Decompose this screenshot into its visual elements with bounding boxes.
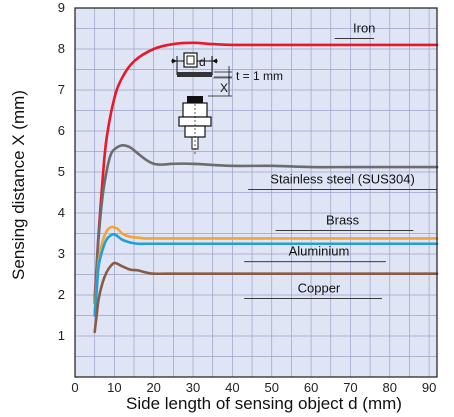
series-label-4: Copper: [298, 281, 341, 296]
y-tick-5: 5: [58, 164, 65, 179]
inset-sensor-head: [187, 96, 203, 103]
inset-sensor-cable: [191, 136, 199, 150]
horizontal-gridlines: [75, 28, 437, 357]
y-tick-2: 2: [58, 287, 65, 302]
x-tick-90: 90: [422, 380, 436, 395]
y-tick-1: 1: [58, 328, 65, 343]
x-tick-40: 40: [225, 380, 239, 395]
series-line-1: [93, 143, 439, 305]
y-axis-label: Sensing distance X (mm): [9, 90, 28, 280]
series-layer: [93, 41, 439, 334]
y-tick-7: 7: [58, 82, 65, 97]
y-tick-labels: 1 2 3 4 5 6 7 8 9: [58, 0, 65, 343]
x-tick-0: 0: [71, 380, 78, 395]
inset-d-arrowhead-right: [212, 58, 217, 64]
series-line-0: [93, 41, 439, 301]
x-tick-80: 80: [383, 380, 397, 395]
series-label-3: Aluminium: [289, 244, 350, 259]
plot-frame: [74, 7, 438, 378]
y-tick-8: 8: [58, 41, 65, 56]
y-tick-9: 9: [58, 0, 65, 15]
x-tick-70: 70: [343, 380, 357, 395]
x-tick-50: 50: [265, 380, 279, 395]
inset-d-arrowhead-left: [172, 58, 177, 64]
series-label-0: Iron: [353, 21, 375, 36]
series-line-4: [93, 261, 439, 334]
y-tick-4: 4: [58, 205, 65, 220]
sensor-diagram: d t = 1 mm X: [171, 52, 283, 155]
inset-target-square-inner: [186, 55, 195, 65]
series-line-2: [93, 225, 439, 313]
series-label-1: Stainless steel (SUS304): [270, 171, 415, 186]
x-tick-60: 60: [304, 380, 318, 395]
x-tick-30: 30: [186, 380, 200, 395]
inset-t-label: t = 1 mm: [236, 69, 283, 83]
x-tick-10: 10: [107, 380, 121, 395]
y-tick-6: 6: [58, 123, 65, 138]
x-tick-labels: 0 10 20 30 40 50 60 70 80 90: [71, 380, 436, 395]
series-line-3: [93, 232, 439, 317]
series-labels: Iron Stainless steel (SUS304) Brass Alumini…: [244, 21, 437, 299]
inset-target-plate: [177, 72, 212, 77]
y-tick-3: 3: [58, 246, 65, 261]
inset-d-label: d: [199, 55, 206, 69]
series-label-2: Brass: [326, 212, 360, 227]
inset-sensor-tail: [184, 125, 206, 138]
x-tick-20: 20: [146, 380, 160, 395]
x-axis-label: Side length of sensing object d (mm): [126, 394, 402, 413]
inset-x-label: X: [220, 81, 228, 95]
